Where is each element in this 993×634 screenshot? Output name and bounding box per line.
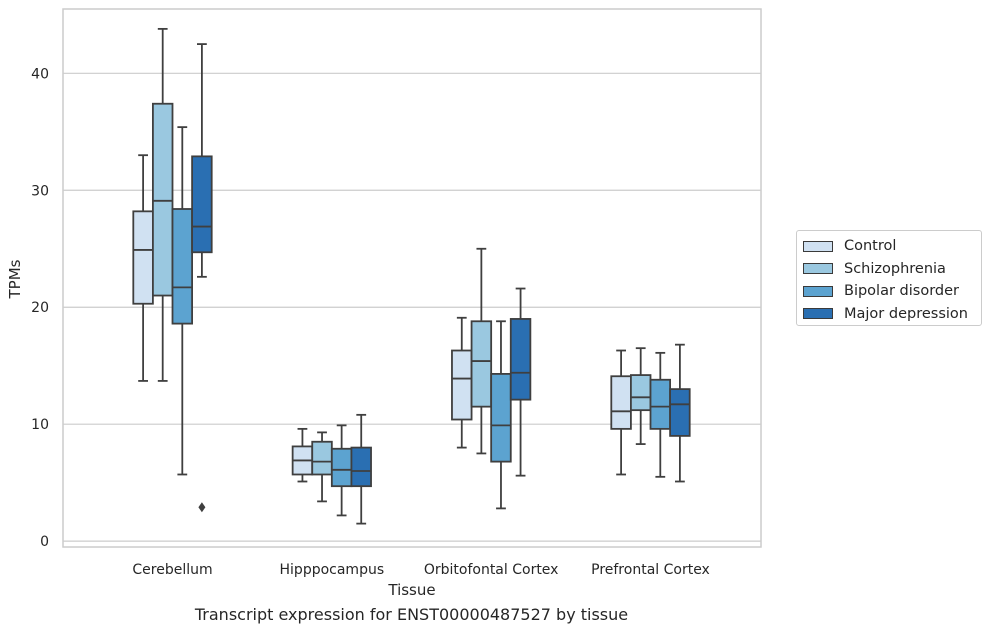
y-tick-label: 30: [31, 183, 49, 199]
box-iqr: [490, 373, 512, 463]
legend-label: Control: [844, 238, 897, 255]
box-major-depression: [669, 343, 691, 483]
box-control: [610, 349, 632, 476]
box-bipolar-disorder: [649, 351, 672, 478]
box-bipolar-disorder: [171, 126, 194, 476]
box-iqr: [649, 378, 672, 430]
box-iqr: [610, 375, 632, 430]
chart-caption: Transcript expression for ENST0000048752…: [194, 605, 629, 624]
box-bipolar-disorder: [490, 320, 512, 510]
box-iqr: [191, 155, 213, 254]
legend-label: Bipolar disorder: [844, 283, 959, 300]
box-schizophrenia: [630, 347, 652, 445]
legend-swatch: [803, 263, 833, 275]
box-major-depression: [350, 413, 372, 525]
y-axis-label: TPMs: [6, 259, 24, 299]
legend-item: Control: [803, 235, 981, 258]
box-iqr: [509, 318, 532, 401]
x-tick-label: Hipppocampus: [280, 562, 385, 578]
box-iqr: [311, 440, 333, 476]
y-tick-labels: 0 10 20 30 40: [31, 66, 49, 550]
box-control: [291, 427, 314, 483]
y-tick-label: 20: [31, 300, 49, 316]
x-tick-label: Prefrontal Cortex: [591, 562, 710, 578]
legend-item: Bipolar disorder: [803, 280, 981, 303]
y-tick-label: 40: [31, 66, 49, 82]
x-tick-label: Orbitofontal Cortex: [424, 562, 559, 578]
box-schizophrenia: [151, 27, 174, 382]
box-major-depression: [191, 43, 213, 513]
box-iqr: [171, 208, 194, 325]
box-schizophrenia: [470, 247, 493, 455]
outlier-point: [198, 502, 206, 513]
legend-swatch: [803, 308, 833, 320]
box-major-depression: [509, 287, 532, 477]
y-tick-label: 10: [31, 417, 49, 433]
box-control: [132, 154, 154, 382]
y-tick-label: 0: [40, 534, 49, 550]
legend-item: Major depression: [803, 303, 981, 326]
legend-swatch: [803, 240, 833, 252]
box-control: [451, 316, 473, 449]
plot-area-frame: [62, 8, 762, 548]
box-iqr: [151, 102, 174, 297]
legend: Control Schizophrenia Bipolar disorder Majo…: [796, 230, 982, 326]
boxes: [132, 27, 691, 525]
legend-label: Schizophrenia: [844, 260, 946, 277]
box-iqr: [350, 446, 372, 488]
legend-swatch: [803, 285, 833, 297]
box-schizophrenia: [311, 431, 333, 503]
box-iqr: [669, 388, 691, 437]
box-iqr: [470, 320, 493, 408]
x-axis-label: Tissue: [387, 581, 435, 599]
box-iqr: [330, 447, 353, 488]
x-tick-label: Cerebellum: [132, 562, 212, 578]
legend-item: Schizophrenia: [803, 258, 981, 281]
box-iqr: [451, 349, 473, 421]
box-iqr: [132, 210, 154, 305]
x-tick-labels: Cerebellum Hipppocampus Orbitofontal Corte…: [132, 562, 709, 578]
box-iqr: [630, 374, 652, 412]
legend-label: Major depression: [844, 305, 968, 322]
box-bipolar-disorder: [330, 424, 353, 517]
